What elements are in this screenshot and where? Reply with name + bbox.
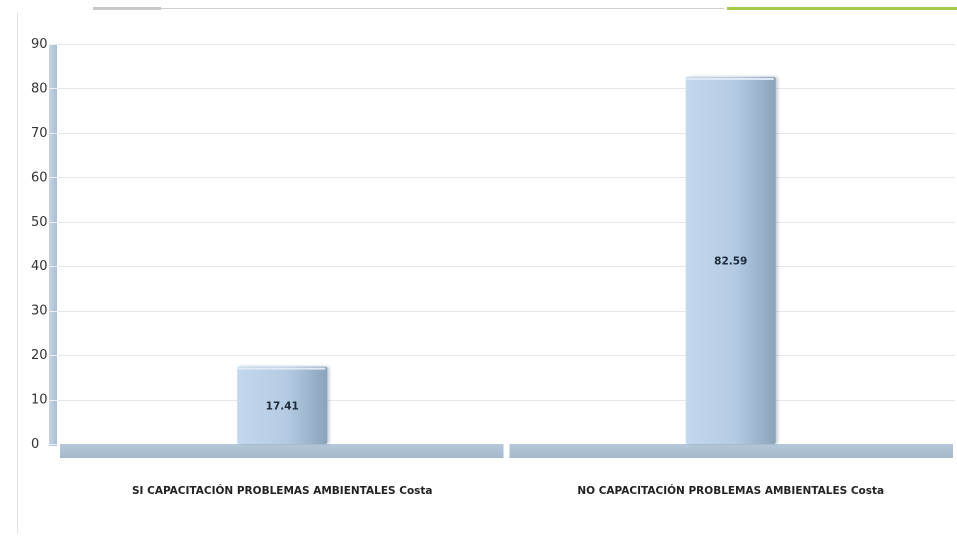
header-rule xyxy=(93,8,724,9)
bar-group xyxy=(237,366,328,444)
header-gray-accent xyxy=(93,7,161,10)
y-tick-label: 0 xyxy=(31,437,39,452)
bars xyxy=(237,76,776,444)
labels: 17.41 SI CAPACITACIÓN PROBLEMAS AMBIENTAL… xyxy=(132,255,884,497)
x-category-label: NO CAPACITACIÓN PROBLEMAS AMBIENTALES Co… xyxy=(577,484,884,497)
y-tick-label: 10 xyxy=(31,393,48,408)
bar-highlight xyxy=(686,77,774,80)
bar-highlight xyxy=(238,367,326,370)
y-tick-label: 90 xyxy=(31,37,48,52)
left-edge-rule xyxy=(17,12,18,534)
bar xyxy=(237,366,328,444)
y-axis-ticks: 0 10 20 30 40 50 60 70 80 90 xyxy=(31,37,48,452)
bar xyxy=(685,76,776,444)
header-green-accent xyxy=(727,7,957,10)
floor-segment xyxy=(60,444,504,458)
y-axis xyxy=(49,44,953,458)
y-tick-label: 80 xyxy=(31,81,48,96)
y-tick-label: 50 xyxy=(31,215,48,230)
bar-value-label: 82.59 xyxy=(714,255,747,267)
bar-group xyxy=(685,76,776,444)
floor-segment xyxy=(509,444,953,458)
y-tick-label: 30 xyxy=(31,304,48,319)
y-tick-label: 60 xyxy=(31,170,48,185)
bar-value-label: 17.41 xyxy=(266,400,299,412)
y-tick-label: 20 xyxy=(31,348,48,363)
gridlines xyxy=(58,44,955,401)
y-tick-label: 70 xyxy=(31,126,48,141)
y-axis-wall xyxy=(49,44,57,446)
x-category-label: SI CAPACITACIÓN PROBLEMAS AMBIENTALES Co… xyxy=(132,484,433,497)
y-tick-label: 40 xyxy=(31,259,48,274)
